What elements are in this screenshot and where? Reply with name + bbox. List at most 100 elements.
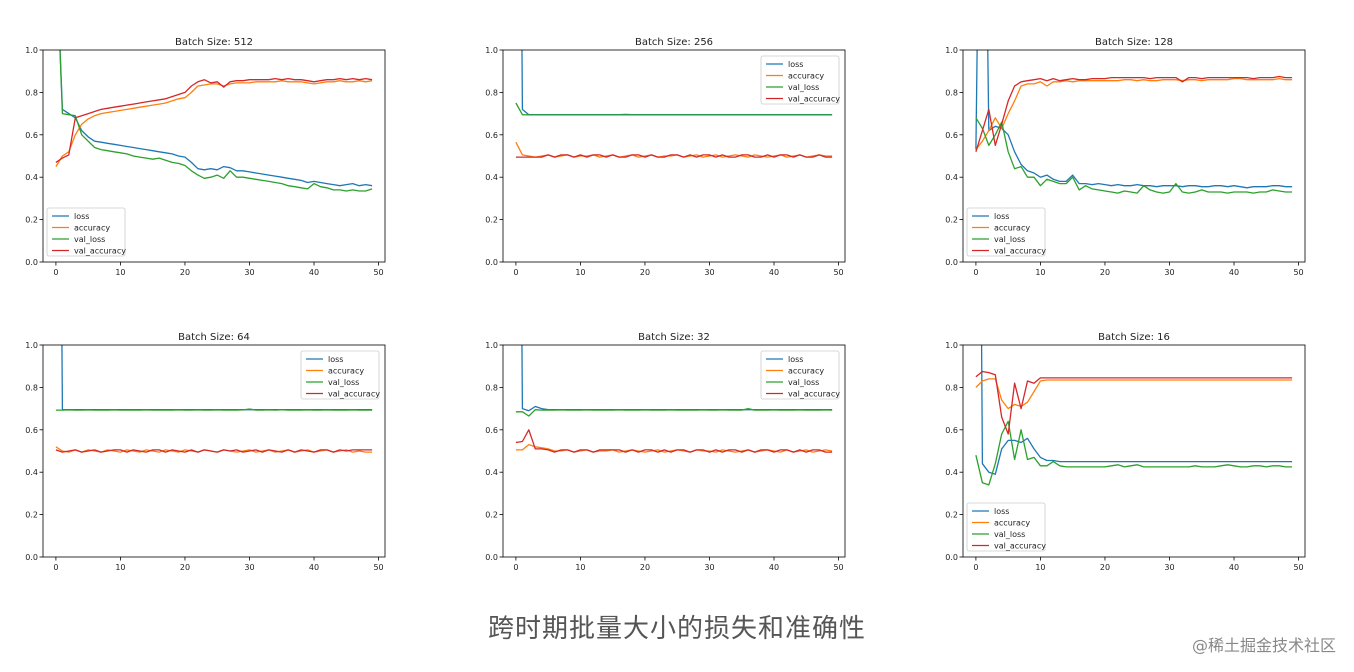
x-tick-label: 20: [640, 268, 650, 277]
legend-label: loss: [994, 212, 1009, 221]
y-tick-label: 0.4: [485, 173, 498, 182]
x-tick-label: 10: [115, 268, 125, 277]
x-tick-label: 30: [704, 563, 714, 572]
axes-frame: [502, 344, 846, 558]
legend-label: loss: [788, 60, 803, 69]
legend-label: val_accuracy: [788, 390, 840, 399]
legend-label: val_accuracy: [994, 247, 1046, 256]
series-line-val-loss: [59, 50, 373, 192]
y-tick-label: 0.8: [485, 383, 498, 392]
x-tick-label: 0: [513, 563, 518, 572]
series-line-loss: [980, 345, 1293, 475]
legend-label: accuracy: [994, 519, 1030, 528]
legend-label: val_loss: [788, 83, 819, 92]
x-tick-label: 40: [769, 268, 779, 277]
x-tick-label: 30: [1164, 563, 1174, 572]
x-tick-label: 20: [1100, 268, 1110, 277]
y-tick-label: 0.4: [945, 173, 958, 182]
y-tick-label: 0.6: [25, 426, 38, 435]
y-tick-label: 0.2: [945, 216, 958, 225]
y-tick-label: 0.0: [25, 553, 38, 562]
series-line-accuracy: [975, 77, 1293, 150]
series-line-accuracy: [55, 80, 373, 167]
legend-label: accuracy: [74, 224, 110, 233]
x-tick-label: 30: [704, 268, 714, 277]
y-tick-label: 0.6: [945, 426, 958, 435]
x-tick-label: 20: [180, 563, 190, 572]
axes-frame: [962, 49, 1306, 263]
legend-box: [966, 207, 1046, 257]
y-tick-label: 0.4: [25, 173, 38, 182]
x-tick-label: 0: [53, 268, 58, 277]
axes-frame: [502, 49, 846, 263]
legend-label: val_accuracy: [74, 247, 126, 256]
y-tick-label: 0.8: [25, 383, 38, 392]
y-tick-label: 0.4: [25, 468, 38, 477]
y-tick-label: 0.6: [945, 131, 958, 140]
legend-box: [760, 350, 840, 400]
x-tick-label: 20: [180, 268, 190, 277]
x-tick-label: 10: [575, 268, 585, 277]
chart-panel: Batch Size: 512 0.0 0.2 0.4 0.6 0.8 1.0 0 10 20 30…: [25, 37, 386, 277]
y-tick-label: 0.2: [945, 511, 958, 520]
x-tick-label: 0: [973, 563, 978, 572]
chart-title: Batch Size: 64: [178, 332, 250, 343]
axes-frame: [42, 49, 386, 263]
legend: loss accuracy val_loss val_accuracy: [966, 502, 1046, 552]
series-line-val-loss: [975, 117, 1293, 194]
series-line-val-accuracy: [975, 370, 1293, 435]
legend: loss accuracy val_loss val_accuracy: [300, 350, 380, 400]
y-tick-label: 0.4: [945, 468, 958, 477]
y-tick-label: 0.6: [25, 131, 38, 140]
y-tick-label: 1.0: [485, 46, 498, 55]
x-tick-label: 40: [309, 563, 319, 572]
y-tick-label: 1.0: [485, 341, 498, 350]
figure-caption: 跨时期批量大小的损失和准确性: [487, 614, 866, 644]
legend-label: accuracy: [788, 367, 824, 376]
legend-box: [300, 350, 380, 400]
y-tick-label: 0.4: [485, 468, 498, 477]
x-tick-label: 50: [373, 563, 383, 572]
chart-panel: Batch Size: 256 0.0 0.2 0.4 0.6 0.8 1.0 0 10 20 30…: [485, 37, 846, 277]
y-tick-label: 0.0: [25, 258, 38, 267]
y-tick-label: 0.6: [485, 426, 498, 435]
chart-title: Batch Size: 32: [638, 332, 710, 343]
legend: loss accuracy val_loss val_accuracy: [46, 207, 126, 257]
x-tick-label: 30: [244, 563, 254, 572]
series-line-val-accuracy: [55, 77, 373, 163]
chart-title: Batch Size: 128: [1095, 37, 1173, 48]
series-line-val-accuracy: [55, 449, 373, 453]
y-tick-label: 0.8: [485, 88, 498, 97]
series-line-val-loss: [975, 420, 1293, 486]
legend: loss accuracy val_loss val_accuracy: [760, 55, 840, 105]
legend-label: val_loss: [74, 235, 105, 244]
chart-title: Batch Size: 256: [635, 37, 713, 48]
series-line-loss: [975, 50, 1293, 189]
series-line-loss: [59, 50, 373, 187]
axes-frame: [962, 344, 1306, 558]
y-tick-label: 0.8: [25, 88, 38, 97]
y-tick-label: 1.0: [25, 46, 38, 55]
legend-label: val_loss: [788, 378, 819, 387]
chart-panel: Batch Size: 64 0.0 0.2 0.4 0.6 0.8 1.0 0 10 20 30 4…: [25, 332, 386, 572]
x-tick-label: 0: [53, 563, 58, 572]
legend-label: val_loss: [328, 378, 359, 387]
x-tick-label: 20: [1100, 563, 1110, 572]
legend-label: loss: [328, 355, 343, 364]
legend-label: accuracy: [788, 72, 824, 81]
x-tick-label: 10: [1035, 563, 1045, 572]
x-tick-label: 10: [115, 563, 125, 572]
x-tick-label: 50: [1293, 268, 1303, 277]
x-tick-label: 10: [1035, 268, 1045, 277]
legend: loss accuracy val_loss val_accuracy: [966, 207, 1046, 257]
series-line-val-accuracy: [515, 154, 833, 158]
watermark: @稀土掘金技术社区: [1191, 636, 1336, 655]
legend-label: val_accuracy: [328, 390, 380, 399]
y-tick-label: 0.8: [945, 88, 958, 97]
x-tick-label: 20: [640, 563, 650, 572]
legend-label: val_loss: [994, 530, 1025, 539]
x-tick-label: 50: [833, 268, 843, 277]
legend-label: loss: [74, 212, 89, 221]
series-line-val-loss: [55, 408, 373, 411]
